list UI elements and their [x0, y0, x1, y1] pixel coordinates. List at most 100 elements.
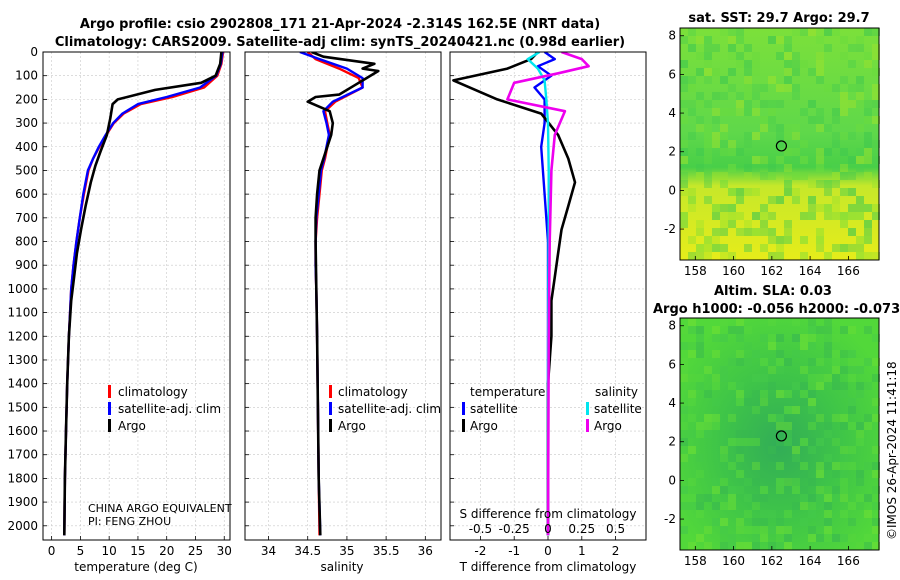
map-pixel [848, 132, 856, 140]
map-pixel [696, 100, 704, 108]
map-pixel [800, 172, 808, 180]
map-pixel [752, 212, 760, 220]
map-pixel [752, 526, 760, 534]
map-pixel [832, 116, 840, 124]
map-pixel [808, 116, 816, 124]
map-pixel [688, 76, 696, 84]
legend-label-climatology: climatology [118, 385, 188, 399]
map-pixel [712, 398, 720, 406]
map-pixel [784, 188, 792, 196]
map-pixel [856, 252, 864, 260]
map-pixel [752, 188, 760, 196]
map-pixel [784, 148, 792, 156]
map-pixel [768, 334, 776, 342]
map-pixel [824, 518, 832, 526]
map-pixel [864, 252, 872, 260]
map-pixel [856, 76, 864, 84]
map-pixel [712, 414, 720, 422]
x-tick-label: 30 [217, 544, 232, 558]
map-pixel [784, 36, 792, 44]
map-pixel [824, 374, 832, 382]
map-pixel [816, 486, 824, 494]
map-pixel [808, 358, 816, 366]
map-pixel [792, 28, 800, 36]
map-pixel [704, 68, 712, 76]
map-pixel [824, 526, 832, 534]
map-pixel [680, 220, 688, 228]
legend-swatch-sal-satellite [586, 402, 589, 415]
map-pixel [848, 518, 856, 526]
map-pixel [680, 84, 688, 92]
map-pixel [832, 180, 840, 188]
map-pixel [736, 454, 744, 462]
map-y-tick-label: 6 [668, 357, 676, 371]
map-pixel [712, 172, 720, 180]
map-pixel [792, 92, 800, 100]
map-pixel [768, 342, 776, 350]
legend-label-satellite-adj: satellite-adj. clim [118, 402, 221, 416]
map-pixel [784, 164, 792, 172]
map-y-tick-label: 4 [668, 396, 676, 410]
map-pixel [776, 414, 784, 422]
series-line-argo [63, 52, 223, 536]
map-x-tick-label: 158 [684, 264, 707, 278]
map-pixel [680, 60, 688, 68]
map-y-tick-label: 8 [668, 319, 676, 333]
map-pixel [800, 430, 808, 438]
map-pixel [696, 422, 704, 430]
map-pixel [864, 28, 872, 36]
map-pixel [688, 350, 696, 358]
x-tick-label: 35.5 [373, 544, 400, 558]
legend-swatch-satellite-adj [108, 402, 111, 415]
map-pixel [848, 366, 856, 374]
temperature-legend: climatology satellite-adj. clim Argo [108, 385, 221, 433]
map-pixel [776, 534, 784, 542]
map-pixel [712, 334, 720, 342]
map-pixel [840, 494, 848, 502]
depth-tick-label: 1600 [7, 424, 38, 438]
map-pixel [816, 148, 824, 156]
map-pixel [840, 92, 848, 100]
map-x-tick-label: 166 [837, 554, 860, 568]
map-pixel [864, 382, 872, 390]
map-pixel [864, 156, 872, 164]
map-pixel [720, 92, 728, 100]
map-pixel [736, 212, 744, 220]
map-pixel [864, 172, 872, 180]
map-pixel [824, 534, 832, 542]
x-tick-label: -1 [508, 544, 520, 558]
map-pixel [840, 486, 848, 494]
map-pixel [824, 462, 832, 470]
map-pixel [752, 84, 760, 92]
map-pixel [872, 358, 880, 366]
map-pixel [768, 228, 776, 236]
map-pixel [696, 172, 704, 180]
legend-swatch-climatology [329, 385, 332, 398]
map-pixel [784, 172, 792, 180]
depth-tick-label: 600 [15, 187, 38, 201]
sst-map-title: sat. SST: 29.7 Argo: 29.7 [688, 11, 869, 26]
map-pixel [840, 454, 848, 462]
map-pixel [736, 542, 744, 550]
map-pixel [808, 100, 816, 108]
map-pixel [792, 60, 800, 68]
map-pixel [784, 438, 792, 446]
x-tick-label: 5 [77, 544, 85, 558]
map-pixel [680, 430, 688, 438]
map-pixel [704, 52, 712, 60]
map-pixel [768, 318, 776, 326]
map-pixel [696, 334, 704, 342]
map-pixel [792, 52, 800, 60]
map-pixel [680, 486, 688, 494]
map-pixel [760, 518, 768, 526]
map-pixel [728, 438, 736, 446]
map-pixel [824, 252, 832, 260]
map-pixel [712, 236, 720, 244]
map-pixel [704, 76, 712, 84]
map-pixel [864, 462, 872, 470]
map-pixel [720, 228, 728, 236]
map-pixel [688, 204, 696, 212]
map-pixel [872, 52, 880, 60]
map-pixel [824, 44, 832, 52]
map-pixel [808, 28, 816, 36]
